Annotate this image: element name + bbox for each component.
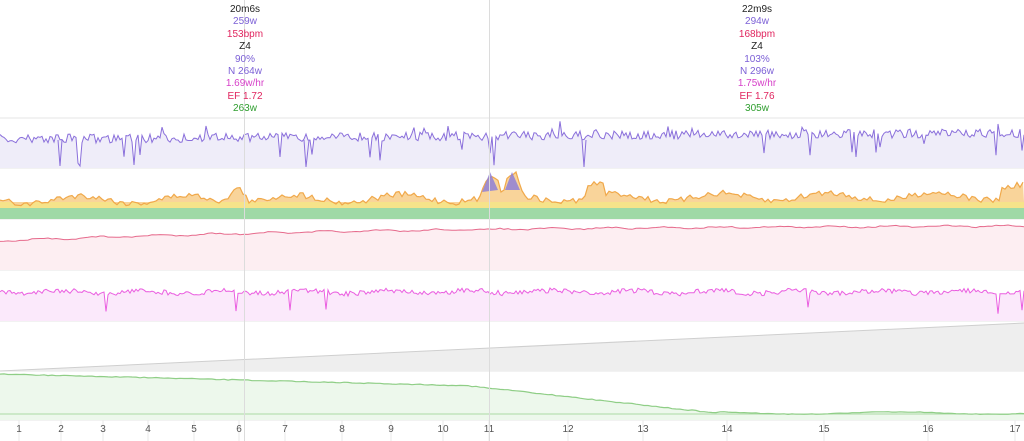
- marker-1-decoupling: 1.69w/hr: [225, 78, 265, 90]
- cadence-area: [0, 288, 1024, 321]
- marker-1-normalized-power: N 264w: [228, 66, 262, 78]
- marker-2-power: 294w: [745, 16, 769, 28]
- x-tick-8: 8: [339, 424, 345, 435]
- marker-2-heart-rate: 168bpm: [738, 28, 776, 40]
- x-tick-16: 16: [922, 424, 934, 435]
- x-tick-2: 2: [58, 424, 64, 435]
- distance-line: [0, 322, 1024, 372]
- marker-2-time: 22m9s: [741, 4, 772, 15]
- x-tick-14: 14: [721, 424, 733, 435]
- wbal-area: [0, 373, 1024, 420]
- cadence-line: [0, 287, 1024, 314]
- power-line: [0, 121, 1024, 168]
- marker-2-decoupling: 1.75w/hr: [737, 78, 777, 90]
- x-tick-3: 3: [100, 424, 106, 435]
- marker-1-time: 20m6s: [229, 4, 260, 15]
- x-tick-12: 12: [562, 424, 574, 435]
- power-area: [0, 121, 1024, 168]
- marker-1-intensity: 90%: [234, 53, 255, 65]
- heart-rate-area: [0, 225, 1024, 270]
- heart-rate-line: [0, 224, 1024, 242]
- x-tick-15: 15: [818, 424, 830, 435]
- marker-stats-1: 20m6s 259w 153bpm Z4 90% N 264w 1.69w/hr…: [185, 4, 305, 116]
- marker-2-green-power: 305w: [745, 103, 769, 115]
- x-tick-4: 4: [145, 424, 151, 435]
- x-tick-13: 13: [637, 424, 649, 435]
- marker-line-2: [489, 0, 490, 441]
- x-tick-7: 7: [282, 424, 288, 435]
- x-tick-17: 17: [1009, 424, 1021, 435]
- x-tick-5: 5: [191, 424, 197, 435]
- marker-1-heart-rate: 153bpm: [226, 28, 264, 40]
- marker-1-green-power: 263w: [233, 103, 257, 115]
- x-tick-6: 6: [236, 424, 242, 435]
- marker-1-power: 259w: [233, 16, 257, 28]
- wbal-line: [0, 373, 1024, 416]
- x-tick-9: 9: [388, 424, 394, 435]
- marker-1-zone: Z4: [239, 41, 251, 53]
- marker-stats-2: 22m9s 294w 168bpm Z4 103% N 296w 1.75w/h…: [697, 4, 817, 116]
- zone-band-green: [0, 208, 1024, 219]
- marker-2-intensity: 103%: [744, 53, 770, 65]
- x-tick-1: 1: [16, 424, 22, 435]
- marker-2-normalized-power: N 296w: [740, 66, 774, 78]
- marker-line-1: [244, 0, 245, 441]
- zone-power-peaks: [482, 172, 520, 192]
- marker-2-zone: Z4: [751, 41, 763, 53]
- zone-band-yellow: [0, 202, 1024, 208]
- x-tick-10: 10: [437, 424, 449, 435]
- marker-2-efficiency-factor: EF 1.76: [739, 90, 775, 102]
- marker-1-efficiency-factor: EF 1.72: [227, 90, 263, 102]
- power-dropouts: [57, 139, 587, 168]
